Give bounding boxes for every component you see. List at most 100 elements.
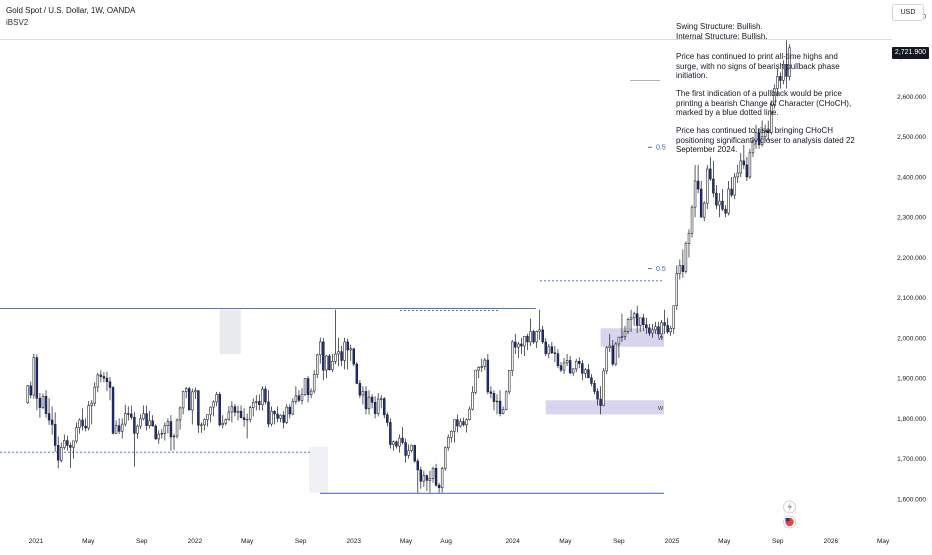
candle-body xyxy=(72,440,75,448)
price-tick-label: 2,300.000 xyxy=(897,215,926,222)
candle-body xyxy=(206,414,209,420)
candle-body xyxy=(620,336,624,338)
candle-body xyxy=(352,348,356,365)
price-tick-label: 2,600.000 xyxy=(897,94,926,101)
event-icons xyxy=(783,500,796,529)
candle-body xyxy=(267,401,270,425)
indicator-label[interactable]: iBSV2 xyxy=(6,18,29,27)
candle-body xyxy=(133,416,136,434)
analysis-paragraph: Price has continued to print all-time hi… xyxy=(676,52,840,81)
candle-body xyxy=(511,341,514,371)
candle-body xyxy=(785,64,788,77)
candle-body xyxy=(492,393,496,402)
candle-body xyxy=(437,484,441,488)
candle-body xyxy=(763,130,767,138)
candle-body xyxy=(90,402,93,406)
candle-body xyxy=(757,132,761,146)
candle-body xyxy=(517,343,520,348)
candle-body xyxy=(538,329,541,332)
candle-body xyxy=(535,331,538,343)
candle-body xyxy=(172,435,176,438)
candle-body xyxy=(608,345,611,348)
candle-body xyxy=(465,419,468,426)
candle-body xyxy=(529,331,532,343)
candle-body xyxy=(495,400,499,403)
candle-body xyxy=(425,475,429,481)
candle-body xyxy=(584,369,587,374)
candle-body xyxy=(157,433,160,440)
candle-body xyxy=(486,359,490,393)
candle-body xyxy=(745,164,749,178)
candle-body xyxy=(575,360,578,370)
time-tick-label: 2026 xyxy=(824,538,839,545)
symbol-title: Gold Spot / U.S. Dollar, 1W, OANDA xyxy=(6,6,136,15)
candle-body xyxy=(480,366,483,368)
time-axis: 2021 May Sep 2022 May Sep 2023 May Aug 2024 May Sep… xyxy=(29,538,890,545)
candle-body xyxy=(590,377,593,384)
candle-body xyxy=(642,317,645,325)
candle-body xyxy=(60,447,63,461)
candle-body xyxy=(315,354,319,375)
candle-body xyxy=(166,421,170,426)
candle-body xyxy=(471,391,474,410)
candle-body xyxy=(81,419,84,427)
candle-body xyxy=(404,442,407,456)
candle-body xyxy=(66,440,69,446)
candle-body xyxy=(319,341,322,356)
candle-body xyxy=(245,418,249,421)
candle-body xyxy=(556,353,560,366)
candle-body xyxy=(434,468,438,486)
candle-body xyxy=(136,425,139,434)
time-tick-label: May xyxy=(559,538,572,545)
candle-body xyxy=(160,433,164,435)
candle-body xyxy=(120,423,124,432)
candle-body xyxy=(526,336,529,343)
us-flag-canton xyxy=(785,518,790,522)
candle-body xyxy=(669,327,672,333)
candle-body xyxy=(706,168,709,204)
candle-body xyxy=(69,445,72,448)
candle-body xyxy=(456,419,459,427)
fib-label: 0.5 xyxy=(656,266,666,273)
candle-body xyxy=(635,313,639,326)
candle-body xyxy=(462,421,465,426)
candle-body xyxy=(696,180,700,190)
candle-body xyxy=(657,326,660,335)
candle-body xyxy=(736,172,739,178)
candle-body xyxy=(450,431,453,438)
candle-body xyxy=(596,391,599,400)
candle-body xyxy=(593,383,596,392)
candle-body xyxy=(303,378,307,395)
candle-body xyxy=(730,188,733,196)
candle-body xyxy=(111,387,115,434)
zone-label: w xyxy=(657,405,664,412)
candle-body xyxy=(383,398,386,416)
candle-body xyxy=(124,413,127,425)
candle-body xyxy=(273,410,276,415)
candle-body xyxy=(672,305,675,329)
candle-body xyxy=(416,460,419,471)
candle-body xyxy=(779,76,782,81)
candle-body xyxy=(718,200,721,206)
candle-body xyxy=(252,402,255,408)
candle-body xyxy=(681,265,685,272)
candle-body xyxy=(29,385,32,396)
candle-body xyxy=(675,273,679,307)
currency-button[interactable]: USD xyxy=(892,4,924,21)
candle-body xyxy=(614,343,618,365)
price-axis: 1,600.000 1,700.000 1,800.000 1,900.000 2,00… xyxy=(897,14,926,504)
candle-body xyxy=(139,418,142,427)
candle-body xyxy=(654,326,657,331)
candle-body xyxy=(200,424,203,426)
zone-label: w xyxy=(657,335,664,342)
candle-body xyxy=(93,386,96,404)
price-tick-label: 1,800.000 xyxy=(897,416,926,423)
candle-body xyxy=(727,188,730,214)
candle-body xyxy=(197,390,200,426)
candle-body xyxy=(611,345,615,365)
demand-zone xyxy=(545,400,664,415)
candle-body xyxy=(651,329,654,334)
candle-body xyxy=(26,385,29,403)
